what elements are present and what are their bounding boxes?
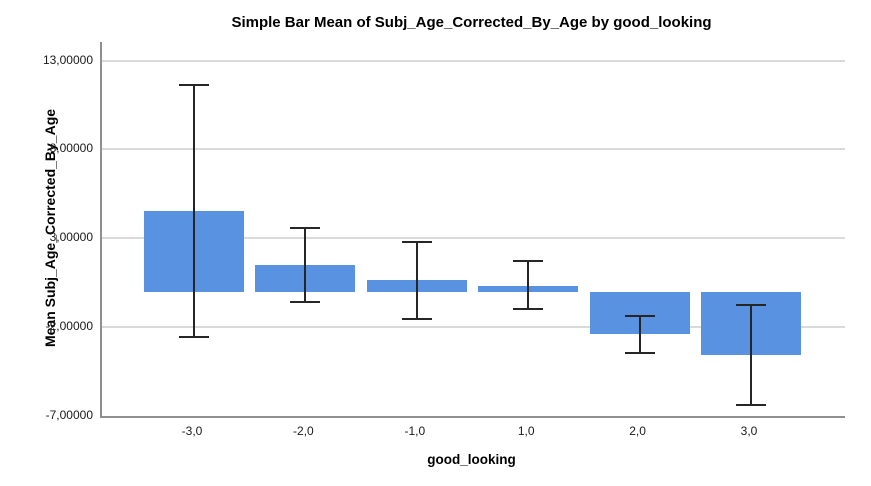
gridline (102, 148, 845, 151)
error-bar-line (304, 227, 307, 303)
error-bar-line (193, 84, 195, 337)
y-tick-label: 8,00000 (49, 141, 93, 156)
plot-area (100, 42, 845, 418)
error-bar-cap (736, 404, 766, 407)
error-bar-cap (624, 314, 655, 317)
error-bar-cap (736, 303, 766, 306)
chart-title: Simple Bar Mean of Subj_Age_Corrected_By… (231, 14, 712, 31)
error-bar-line (750, 304, 752, 406)
gridline (102, 326, 845, 329)
x-tick-label: -3,0 (181, 424, 203, 438)
error-bar-cap (401, 318, 432, 321)
x-tick-label: 2,0 (629, 424, 646, 438)
error-bar-cap (290, 226, 321, 229)
error-bar-cap (624, 351, 655, 354)
x-tick-label: 3,0 (740, 424, 758, 438)
error-bar-cap (179, 335, 209, 338)
error-bar-line (638, 315, 641, 353)
error-bar-cap (401, 240, 432, 243)
y-tick-label: -7,00000 (45, 408, 93, 422)
x-axis-title: good_looking (427, 452, 516, 467)
error-bar-line (527, 261, 530, 310)
error-bar-cap (513, 260, 544, 263)
x-tick-label: -1,0 (404, 424, 426, 438)
y-tick-label: 13,00000 (42, 52, 93, 67)
error-bar-cap (290, 301, 321, 304)
gridline (102, 59, 845, 62)
y-tick-label: 3,00000 (49, 230, 93, 245)
gridline (102, 237, 845, 240)
x-tick-label: 1,0 (517, 424, 535, 438)
y-tick-label: -2,00000 (45, 319, 93, 334)
error-bar-line (415, 241, 418, 320)
x-tick-label: -2,0 (293, 424, 314, 438)
error-bar-cap (179, 83, 209, 86)
error-bar-cap (513, 308, 544, 311)
